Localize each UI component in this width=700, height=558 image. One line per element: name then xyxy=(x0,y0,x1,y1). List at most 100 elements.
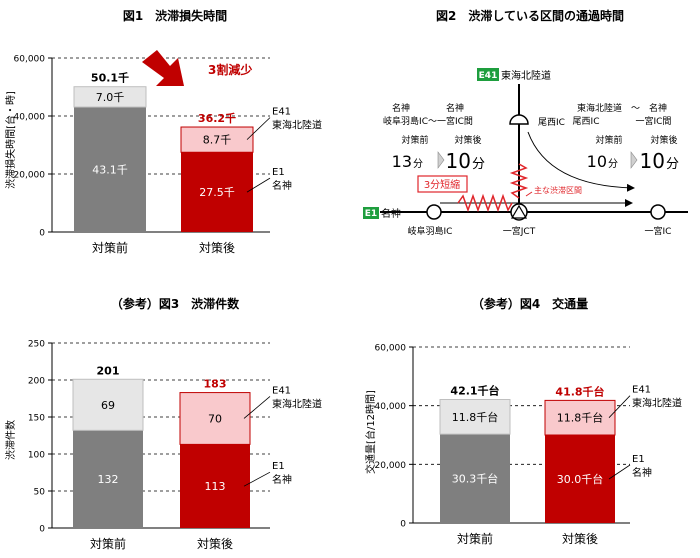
fig1-ytick-label: 40,000 xyxy=(14,113,46,123)
fig2-left-route-line2: 岐阜羽島IC～一宮IC間 xyxy=(383,115,473,127)
fig1-category-1: 対策後 xyxy=(199,241,235,255)
fig2-title: 図2 渋滞している区間の通過時間 xyxy=(436,8,624,23)
fig3-bar-e41-1 xyxy=(179,392,251,445)
fig1-total-1: 36.2千 xyxy=(198,111,236,125)
fig1-legend-e1-code: E1 xyxy=(272,167,285,178)
fig2-left-before-label: 対策前 xyxy=(401,134,428,146)
fig2-left-chevron-icon xyxy=(437,151,445,169)
fig3-total-1: 183 xyxy=(204,378,227,391)
fig1-legend-e1-name: 名神 xyxy=(272,179,292,192)
fig2-right-after-label: 対策後 xyxy=(650,134,677,146)
fig4-bar-e41-0 xyxy=(439,399,511,435)
fig2-shortened-label: 3分短縮 xyxy=(424,178,460,191)
fig1-label-e1-0: 43.1千 xyxy=(92,164,128,177)
fig3-ytick-label: 200 xyxy=(28,377,45,387)
fig2-jct-triangle-icon xyxy=(510,204,528,219)
fig4-legend-e41-code: E41 xyxy=(632,385,651,396)
fig2-right-route-line2: 尾西IC 一宮IC間 xyxy=(573,115,672,127)
fig2-jct-label: 一宮JCT xyxy=(503,225,536,237)
fig3-legend-leader-e41 xyxy=(243,396,271,419)
fig1-label-e41-0: 7.0千 xyxy=(96,91,125,104)
fig1-bar-e1-1 xyxy=(181,152,253,232)
fig2-e1-name: 名神 xyxy=(381,207,401,220)
fig4-label-e1-1: 30.0千台 xyxy=(557,472,604,486)
fig2-ichinomiya-label: 一宮IC xyxy=(645,225,672,237)
fig4-label-e41-1: 11.8千台 xyxy=(557,411,604,425)
fig4-category-0: 対策前 xyxy=(457,531,493,546)
fig2-e41-route-arrow xyxy=(527,131,635,192)
fig2-diagram: 図2 渋滞している区間の通過時間 E41 東海北陸道 尾西IC E1 名神 岐阜… xyxy=(363,8,688,237)
fig4-bar-e1-1 xyxy=(545,435,615,523)
fig3-label-e41-0: 69 xyxy=(101,399,115,412)
fig3-total-0: 201 xyxy=(97,364,120,377)
fig1-legend-e41-code: E41 xyxy=(272,107,291,118)
fig2-bisai-ic-icon xyxy=(509,114,529,125)
fig3-label-e1-1: 113 xyxy=(205,480,226,493)
fig2-right-route-line1: 東海北陸道 ～ 名神 xyxy=(577,102,667,114)
fig4-title: （参考）図4 交通量 xyxy=(472,296,588,311)
fig2-e1-badge-text: E1 xyxy=(365,209,377,219)
fig4-ytick-label: 0 xyxy=(400,520,406,530)
fig4-legend-e1-code: E1 xyxy=(632,454,645,465)
fig4-category-1: 対策後 xyxy=(562,532,598,546)
fig4-ytick-label: 60,000 xyxy=(375,344,407,354)
fig2-congestion-zigzag-horizontal xyxy=(457,193,513,213)
fig3-ytick-label: 100 xyxy=(28,451,45,461)
fig2-left-before-value: 13 xyxy=(392,152,412,171)
fig1-ytick-label: 20,000 xyxy=(14,171,46,181)
fig2-bisai-label: 尾西IC xyxy=(538,117,565,128)
fig1-ytick-label: 0 xyxy=(39,229,45,239)
fig2-e41-name: 東海北陸道 xyxy=(501,69,551,82)
fig2-right-before-unit: 分 xyxy=(608,158,618,170)
fig2-e1-badge xyxy=(363,207,379,219)
fig4-total-1: 41.8千台 xyxy=(555,384,604,398)
fig3-ylabel-group: 渋滞件数 xyxy=(4,420,17,460)
fig2-left-before-unit: 分 xyxy=(413,158,423,170)
fig1-label-e1-1: 27.5千 xyxy=(199,186,235,199)
fig3-legend-e1-code: E1 xyxy=(272,461,285,472)
fig2-right-after-value: 10 xyxy=(640,149,665,173)
fig4-ylabel: 交通量[台/12時間] xyxy=(364,390,377,474)
fig1-annotation: 3割減少 xyxy=(208,62,252,77)
fig2-gifu-label: 岐阜羽島IC xyxy=(408,225,453,237)
fig4-label-e1-0: 30.3千台 xyxy=(452,472,499,486)
fig2-left-after-value: 10 xyxy=(446,149,471,173)
fig4-bar-e1-0 xyxy=(440,434,510,523)
fig4-total-0: 42.1千台 xyxy=(450,384,499,398)
fig3-ylabel: 渋滞件数 xyxy=(4,420,17,460)
fig1-label-e41-1: 8.7千 xyxy=(203,134,232,147)
fig1-decrease-arrow-icon xyxy=(142,50,184,86)
fig1-bar-e1-0 xyxy=(74,107,146,232)
fig1-chart: 図1 渋滞損失時間 渋滞損失時間[台・時] 0 20,000 40,000 60,00… xyxy=(4,8,322,255)
fig2-right-after-unit: 分 xyxy=(666,157,679,172)
fig2-right-before-value: 10 xyxy=(587,152,607,171)
fig3-legend-e1-name: 名神 xyxy=(272,473,292,486)
fig3-chart: （参考）図3 渋滞件数 渋滞件数 0 50 100 150 200 250 132 69 20… xyxy=(4,296,322,551)
fig2-e41-badge xyxy=(477,68,499,81)
fig1-title: 図1 渋滞損失時間 xyxy=(123,8,227,23)
fig1-ytick-label: 60,000 xyxy=(14,55,46,65)
fig1-total-0: 50.1千 xyxy=(91,71,129,85)
fig4-legend-e41-name: 東海北陸道 xyxy=(632,397,682,410)
fig1-bar-e41-0 xyxy=(73,86,147,108)
fig3-label-e41-1: 70 xyxy=(208,412,222,425)
fig4-ylabel-group: 交通量[台/12時間] xyxy=(364,390,377,474)
fig1-legend-e41-name: 東海北陸道 xyxy=(272,119,322,132)
fig2-congestion-zigzag-vertical xyxy=(509,163,529,199)
fig2-jct-icon xyxy=(510,203,528,221)
fig3-title: （参考）図3 渋滞件数 xyxy=(111,296,240,311)
fig3-legend-e41-name: 東海北陸道 xyxy=(272,397,322,410)
fig1-legend-leader-e1 xyxy=(246,177,271,193)
fig4-label-e41-0: 11.8千台 xyxy=(452,410,499,424)
fig1-ylabel-group: 渋滞損失時間[台・時] xyxy=(4,91,17,189)
fig2-left-after-label: 対策後 xyxy=(454,134,481,146)
fig4-chart: （参考）図4 交通量 交通量[台/12時間] 0 20,000 40,000 60,0… xyxy=(364,296,682,546)
fig3-ytick-label: 0 xyxy=(39,525,45,535)
fig4-legend-leader-e41 xyxy=(608,395,631,418)
fig2-congestion-label: 主な渋滞区間 xyxy=(534,185,582,195)
fig3-category-1: 対策後 xyxy=(197,537,233,551)
fig3-legend-leader-e1 xyxy=(243,471,271,487)
fig1-category-0: 対策前 xyxy=(92,240,128,255)
